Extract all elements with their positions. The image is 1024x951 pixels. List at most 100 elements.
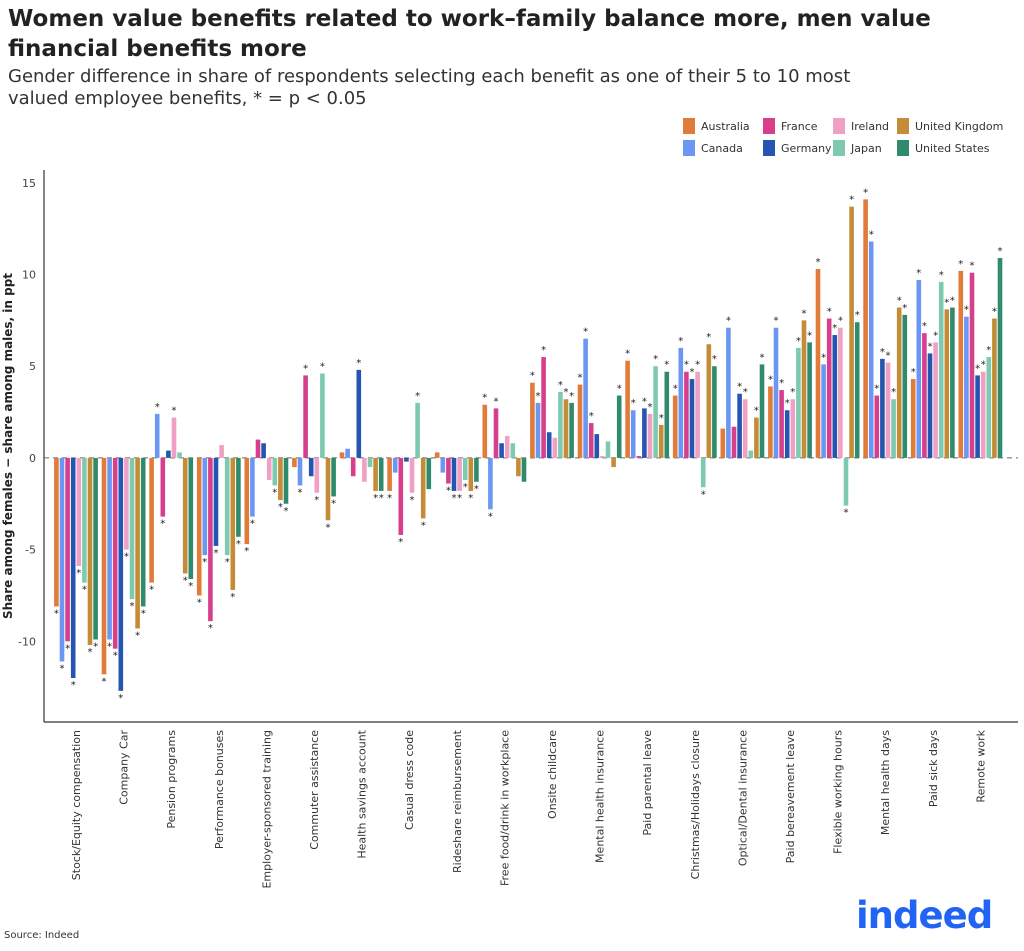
- bar-germany: [880, 358, 885, 458]
- significance-star: *: [617, 384, 622, 395]
- significance-star: *: [65, 643, 70, 654]
- significance-star: *: [558, 380, 563, 391]
- significance-star: *: [653, 354, 658, 365]
- legend-swatch: [683, 118, 695, 134]
- significance-star: *: [236, 539, 241, 550]
- x-tick-label: Company Car: [118, 730, 131, 805]
- bar-ireland: [742, 399, 748, 458]
- bar-france: [350, 457, 356, 477]
- bar-germany: [784, 410, 790, 458]
- significance-star: *: [754, 406, 759, 417]
- bar-canada: [250, 457, 255, 517]
- bar-japan: [510, 443, 516, 458]
- x-tick-label: Onsite childcare: [546, 730, 559, 819]
- significance-star: *: [130, 601, 135, 612]
- significance-star: *: [452, 493, 457, 504]
- significance-star: *: [60, 663, 65, 674]
- significance-star: *: [838, 316, 843, 327]
- significance-star: *: [160, 519, 165, 530]
- significance-star: *: [970, 261, 975, 272]
- significance-star: *: [541, 345, 546, 356]
- significance-star: *: [849, 195, 854, 206]
- bar-germany: [70, 457, 76, 678]
- legend-label: United Kingdom: [915, 119, 1004, 133]
- x-tick-label: Commuter assistance: [308, 730, 321, 850]
- significance-star: *: [712, 354, 717, 365]
- bar-japan: [748, 450, 754, 458]
- bar-germany: [499, 443, 504, 458]
- bar-france: [922, 333, 927, 458]
- bar-france: [684, 371, 689, 458]
- bar-united-kingdom: [325, 457, 331, 521]
- significance-star: *: [113, 651, 118, 662]
- significance-star: *: [642, 396, 647, 407]
- significance-star: *: [678, 336, 683, 347]
- x-tick-label: Flexible working hours: [832, 730, 845, 854]
- significance-star: *: [802, 308, 807, 319]
- legend-swatch: [763, 118, 775, 134]
- bar-germany: [737, 393, 742, 458]
- legend-item: Germany: [763, 140, 833, 156]
- bar-australia: [149, 457, 154, 583]
- legend-label: Germany: [781, 141, 832, 155]
- bar-canada: [535, 402, 541, 458]
- bar-canada: [392, 457, 398, 473]
- significance-star: *: [183, 575, 188, 586]
- significance-star: *: [958, 259, 963, 270]
- significance-star: *: [578, 373, 583, 384]
- significance-star: *: [564, 387, 569, 398]
- significance-star: *: [684, 360, 689, 371]
- bar-united-states: [521, 457, 527, 482]
- significance-star: *: [855, 310, 860, 321]
- significance-star: *: [790, 387, 795, 398]
- x-tick-label: Performance bonuses: [213, 730, 226, 849]
- significance-star: *: [933, 330, 938, 341]
- bar-canada: [916, 280, 922, 458]
- significance-star: *: [648, 402, 653, 413]
- bar-japan: [700, 457, 706, 488]
- bar-ireland: [409, 457, 415, 493]
- y-tick-label: -10: [18, 635, 36, 648]
- significance-star: *: [118, 693, 123, 704]
- significance-star: *: [298, 487, 303, 498]
- bar-canada: [202, 457, 208, 556]
- significance-star: *: [690, 367, 695, 378]
- significance-star: *: [284, 506, 289, 517]
- bar-united-states: [236, 457, 241, 537]
- bar-france: [588, 423, 594, 458]
- significance-star: *: [964, 305, 969, 316]
- bar-united-states: [188, 457, 194, 579]
- bar-united-kingdom: [468, 457, 474, 491]
- significance-star: *: [583, 327, 588, 338]
- significance-star: *: [379, 493, 384, 504]
- significance-star: *: [197, 597, 202, 608]
- legend-label: Australia: [701, 119, 750, 133]
- bar-japan: [938, 281, 944, 458]
- x-tick-label: Stock/Equity compensation: [70, 730, 83, 880]
- bar-united-states: [616, 395, 622, 458]
- significance-star: *: [244, 546, 249, 557]
- bar-united-states: [283, 457, 289, 504]
- significance-star: *: [659, 413, 664, 424]
- significance-star: *: [494, 396, 499, 407]
- significance-star: *: [530, 371, 535, 382]
- significance-star: *: [886, 351, 891, 362]
- bar-united-kingdom: [896, 307, 902, 458]
- bar-japan: [129, 457, 135, 600]
- significance-star: *: [631, 398, 636, 409]
- bar-united-kingdom: [278, 457, 283, 501]
- significance-star: *: [149, 585, 154, 596]
- source-note: Source: Indeed: [4, 930, 80, 941]
- significance-star: *: [54, 608, 59, 619]
- significance-star: *: [832, 323, 837, 334]
- bar-germany: [118, 457, 124, 691]
- bar-united-states: [902, 314, 908, 458]
- bar-united-states: [93, 457, 98, 640]
- bar-australia: [863, 199, 868, 458]
- bar-canada: [297, 457, 303, 486]
- legend-label: Ireland: [851, 119, 890, 133]
- bar-ireland: [552, 437, 558, 458]
- legend-label: United States: [915, 141, 990, 155]
- bar-france: [969, 272, 975, 458]
